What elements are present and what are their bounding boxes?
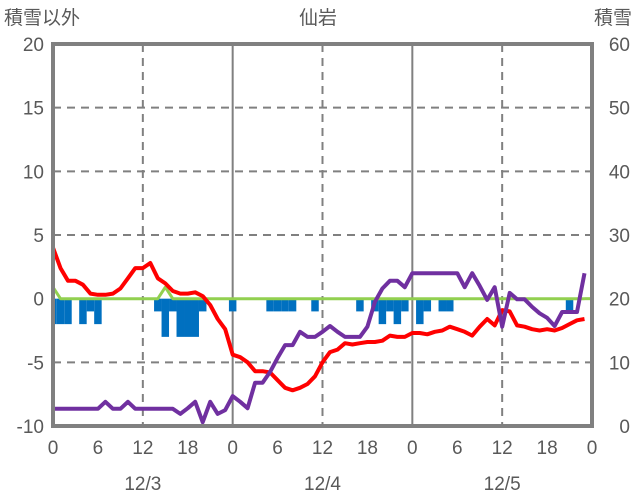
date-label: 12/3 <box>124 474 161 495</box>
bar-series <box>53 298 574 337</box>
green_series-line <box>51 285 585 301</box>
bar <box>94 298 102 325</box>
x-tick-label: 6 <box>272 438 283 459</box>
bar <box>184 298 192 337</box>
bar <box>416 298 424 325</box>
left-tick-label: 15 <box>23 99 44 120</box>
left-tick-label: -10 <box>17 417 44 438</box>
line-series <box>51 247 592 425</box>
x-tick-label: 18 <box>357 438 378 459</box>
bar <box>356 298 364 312</box>
x-tick-label: 12 <box>492 438 513 459</box>
x-tick-label: 12 <box>312 438 333 459</box>
right-tick-label: 10 <box>609 353 630 374</box>
bar <box>438 298 447 312</box>
bar <box>86 298 95 312</box>
plot-frame <box>51 42 594 428</box>
x-tick-label: 18 <box>537 438 558 459</box>
bar <box>56 298 65 325</box>
chart-title: 仙岩 <box>299 7 337 29</box>
right-tick-label: 40 <box>609 162 630 183</box>
right-tick-label: 0 <box>619 417 630 438</box>
x-tick-label: 6 <box>452 438 463 459</box>
x-tick-label: 18 <box>177 438 198 459</box>
right-tick-label: 20 <box>609 290 630 311</box>
x-tick-label: 0 <box>587 438 598 459</box>
left-tick-label: -5 <box>27 353 44 374</box>
x-tick-label: 0 <box>48 438 59 459</box>
right-axis-label: 積雪 <box>594 7 632 29</box>
x-tick-label: 0 <box>407 438 418 459</box>
left-tick-label: 20 <box>23 35 44 56</box>
left-axis-label: 積雪以外 <box>4 7 80 29</box>
snow_depth-line <box>53 271 587 425</box>
bar <box>161 298 170 337</box>
x-tick-label: 6 <box>93 438 104 459</box>
bar <box>154 298 162 312</box>
temperature-line <box>51 247 585 393</box>
date-label: 12/5 <box>484 474 521 495</box>
x-tick-label: 0 <box>227 438 238 459</box>
left-tick-label: 10 <box>23 162 44 183</box>
bar <box>228 298 237 312</box>
left-tick-label: 0 <box>33 290 44 311</box>
right-tick-label: 60 <box>609 35 630 56</box>
bar <box>273 298 282 312</box>
bar <box>64 298 72 325</box>
date-label: 12/4 <box>304 474 341 495</box>
grid <box>53 44 592 426</box>
left-tick-label: 5 <box>33 226 44 247</box>
bar <box>176 298 185 337</box>
bar <box>191 298 199 337</box>
bar <box>401 298 409 312</box>
bar <box>446 298 454 312</box>
bar <box>378 298 387 325</box>
right-tick-label: 30 <box>609 226 630 247</box>
bar <box>79 298 87 325</box>
bar <box>288 298 297 312</box>
bar <box>565 298 574 312</box>
bar <box>311 298 319 312</box>
bar <box>169 298 177 312</box>
right-tick-label: 50 <box>609 99 630 120</box>
bar <box>393 298 402 325</box>
bar <box>266 298 274 312</box>
bar <box>423 298 432 312</box>
bar <box>198 298 207 312</box>
x-tick-label: 12 <box>132 438 153 459</box>
bar <box>281 298 289 312</box>
bar <box>386 298 394 312</box>
